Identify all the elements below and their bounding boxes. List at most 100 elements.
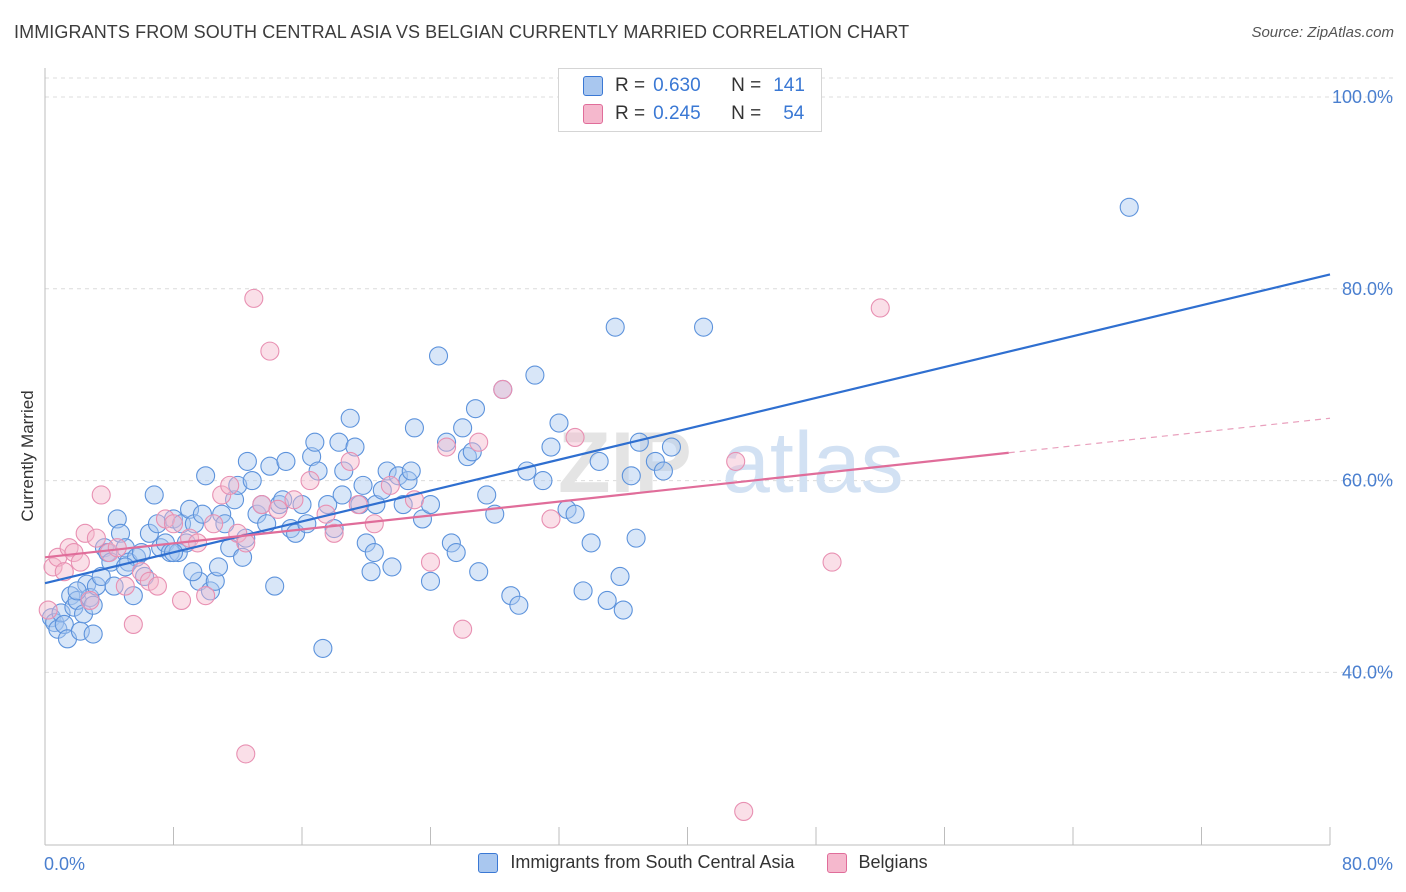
x-tick-label: 80.0%	[1342, 854, 1393, 874]
legend-series1-name: Immigrants from South Central Asia	[510, 852, 795, 872]
point-belgians	[220, 475, 240, 495]
point-south-central-asia	[273, 490, 293, 510]
point-belgians	[204, 514, 224, 534]
point-south-central-asia	[477, 485, 497, 505]
point-south-central-asia	[329, 432, 349, 452]
point-belgians	[43, 557, 63, 577]
legend-swatch-pink	[583, 104, 603, 124]
y-tick-label: 40.0%	[1342, 662, 1393, 682]
point-belgians	[284, 490, 304, 510]
point-south-central-asia	[334, 461, 354, 481]
point-south-central-asia	[437, 432, 457, 452]
legend-r-value: 0.630	[653, 75, 701, 96]
point-south-central-asia	[364, 542, 384, 563]
point-belgians	[822, 552, 842, 572]
point-south-central-asia	[228, 475, 248, 495]
point-south-central-asia	[215, 514, 235, 534]
axes	[44, 68, 1331, 846]
point-south-central-asia	[428, 346, 449, 366]
point-belgians	[734, 801, 754, 821]
point-south-central-asia	[610, 566, 630, 587]
point-south-central-asia	[91, 566, 111, 587]
data-points	[38, 197, 1139, 821]
legend-r-value: 0.245	[653, 103, 701, 124]
series-legend: Immigrants from South Central Asia Belgi…	[0, 852, 1406, 873]
tick-labels: 40.0% 60.0% 80.0% 100.0% 0.0% 80.0%	[44, 87, 1393, 874]
point-belgians	[364, 514, 384, 534]
point-belgians	[54, 562, 74, 582]
point-south-central-asia	[302, 447, 322, 467]
point-south-central-asia	[565, 504, 585, 524]
y-tick-label: 100.0%	[1332, 87, 1393, 107]
legend-swatch-pink	[826, 852, 847, 873]
point-south-central-asia	[597, 590, 617, 611]
watermark-atlas: atlas	[722, 415, 904, 511]
point-south-central-asia	[123, 586, 143, 606]
trend-lines	[44, 273, 1331, 585]
point-south-central-asia	[308, 461, 328, 481]
point-south-central-asia	[1119, 197, 1139, 217]
point-belgians	[38, 600, 58, 620]
point-belgians	[236, 744, 256, 764]
point-south-central-asia	[260, 456, 280, 476]
point-south-central-asia	[192, 504, 212, 524]
point-belgians	[70, 552, 90, 572]
legend-n-value: 141	[773, 75, 805, 96]
point-south-central-asia	[404, 418, 424, 438]
point-belgians	[380, 475, 400, 495]
legend-series2-name: Belgians	[858, 852, 928, 872]
point-south-central-asia	[345, 437, 365, 457]
point-belgians	[75, 523, 95, 543]
point-south-central-asia	[589, 451, 609, 471]
point-belgians	[268, 499, 288, 519]
point-belgians	[252, 495, 272, 515]
point-south-central-asia	[332, 485, 352, 505]
point-south-central-asia	[139, 523, 159, 543]
point-south-central-asia	[67, 581, 87, 601]
point-south-central-asia	[501, 586, 521, 606]
point-belgians	[260, 341, 280, 361]
point-belgians	[91, 485, 111, 505]
point-belgians	[726, 451, 746, 471]
point-south-central-asia	[356, 533, 376, 553]
point-south-central-asia	[208, 557, 229, 577]
point-south-central-asia	[184, 514, 204, 534]
point-belgians	[115, 576, 135, 596]
point-south-central-asia	[318, 495, 338, 515]
point-south-central-asia	[196, 466, 216, 486]
point-south-central-asia	[453, 418, 473, 438]
point-south-central-asia	[388, 466, 408, 486]
point-south-central-asia	[224, 490, 245, 510]
point-south-central-asia	[104, 576, 124, 596]
point-south-central-asia	[242, 471, 262, 491]
point-belgians	[300, 471, 320, 491]
point-south-central-asia	[107, 509, 127, 529]
point-belgians	[212, 485, 232, 505]
point-south-central-asia	[393, 495, 413, 515]
legend-r-label: R =	[615, 75, 646, 96]
point-south-central-asia	[661, 437, 681, 457]
trend-line-south-central-asia	[44, 273, 1331, 585]
point-belgians	[340, 451, 360, 471]
point-belgians	[324, 523, 344, 543]
point-south-central-asia	[573, 581, 593, 601]
point-south-central-asia	[313, 638, 333, 658]
point-south-central-asia	[276, 451, 296, 471]
point-south-central-asia	[613, 600, 633, 620]
point-belgians	[469, 432, 489, 452]
point-belgians	[131, 562, 151, 582]
point-south-central-asia	[189, 571, 209, 591]
point-south-central-asia	[382, 557, 402, 577]
legend-item-series1: Immigrants from South Central Asia	[478, 852, 795, 873]
point-belgians	[437, 437, 457, 457]
point-south-central-asia	[465, 399, 486, 419]
point-belgians	[420, 552, 441, 572]
point-south-central-asia	[265, 576, 285, 596]
legend-n-label: N =	[731, 75, 762, 96]
y-tick-label: 60.0%	[1342, 471, 1393, 491]
point-south-central-asia	[694, 317, 714, 337]
point-south-central-asia	[183, 562, 203, 582]
point-belgians	[80, 590, 100, 611]
point-south-central-asia	[509, 595, 529, 615]
point-south-central-asia	[180, 499, 200, 519]
